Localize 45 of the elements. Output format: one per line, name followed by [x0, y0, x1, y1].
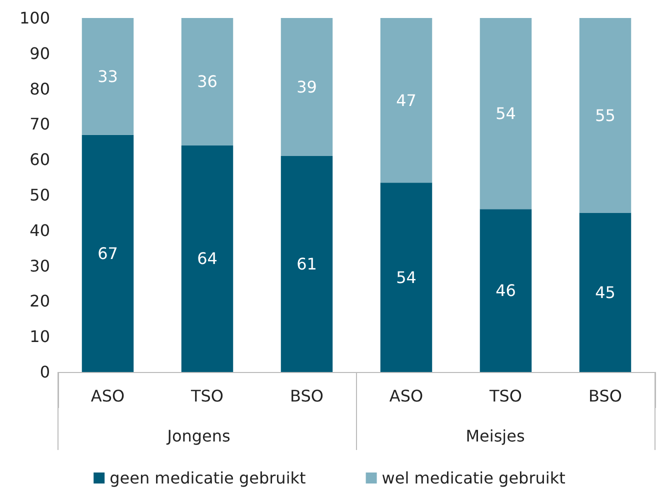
bar — [280, 18, 333, 156]
x-tick-label: TSO — [488, 386, 522, 406]
y-tick-label: 30 — [30, 256, 50, 276]
x-tick-label: TSO — [190, 386, 224, 406]
text: Jongens — [166, 426, 230, 446]
bar — [579, 212, 632, 372]
bar — [380, 182, 432, 372]
data-label: 45 — [595, 282, 616, 302]
data-label: 61 — [296, 254, 317, 274]
bar — [82, 134, 134, 372]
bar — [181, 18, 234, 146]
y-tick-label: 90 — [30, 44, 50, 63]
data-label: 54 — [396, 268, 416, 287]
data-label: 54 — [496, 104, 516, 124]
x-tick-label: BSO — [588, 386, 622, 406]
data-label: 46 — [496, 281, 516, 300]
y-tick-label: 0 — [40, 362, 50, 382]
y-tick-label: 20 — [30, 292, 50, 311]
y-tick-label: 80 — [30, 79, 50, 98]
y-tick-label: 100 — [19, 8, 50, 28]
y-tick-label: 70 — [30, 114, 50, 134]
x-tick-label: BSO — [290, 386, 324, 406]
data-label: 39 — [296, 78, 317, 97]
data-label: 33 — [98, 66, 118, 86]
bar — [280, 156, 333, 372]
bar — [82, 18, 134, 135]
bar — [480, 18, 532, 210]
data-label: 36 — [197, 72, 218, 92]
bar — [480, 209, 532, 372]
x-tick-label: ASO — [90, 386, 125, 406]
y-tick-label: 40 — [30, 220, 50, 240]
data-label: 67 — [98, 244, 118, 263]
bar — [181, 145, 234, 372]
data-label: 47 — [396, 90, 416, 110]
legend-label: wel medicatie gebruikt — [382, 468, 566, 488]
bar — [579, 18, 632, 213]
legend-label: geen medicatie gebruikt — [110, 468, 306, 488]
data-label: 55 — [595, 106, 616, 125]
bar — [380, 18, 432, 183]
text: Meisjes — [466, 426, 525, 446]
x-tick-label: ASO — [389, 386, 424, 406]
y-tick-label: 60 — [30, 150, 50, 170]
y-tick-label: 10 — [30, 327, 50, 346]
data-label: 64 — [197, 249, 218, 268]
y-tick-label: 50 — [30, 186, 50, 204]
